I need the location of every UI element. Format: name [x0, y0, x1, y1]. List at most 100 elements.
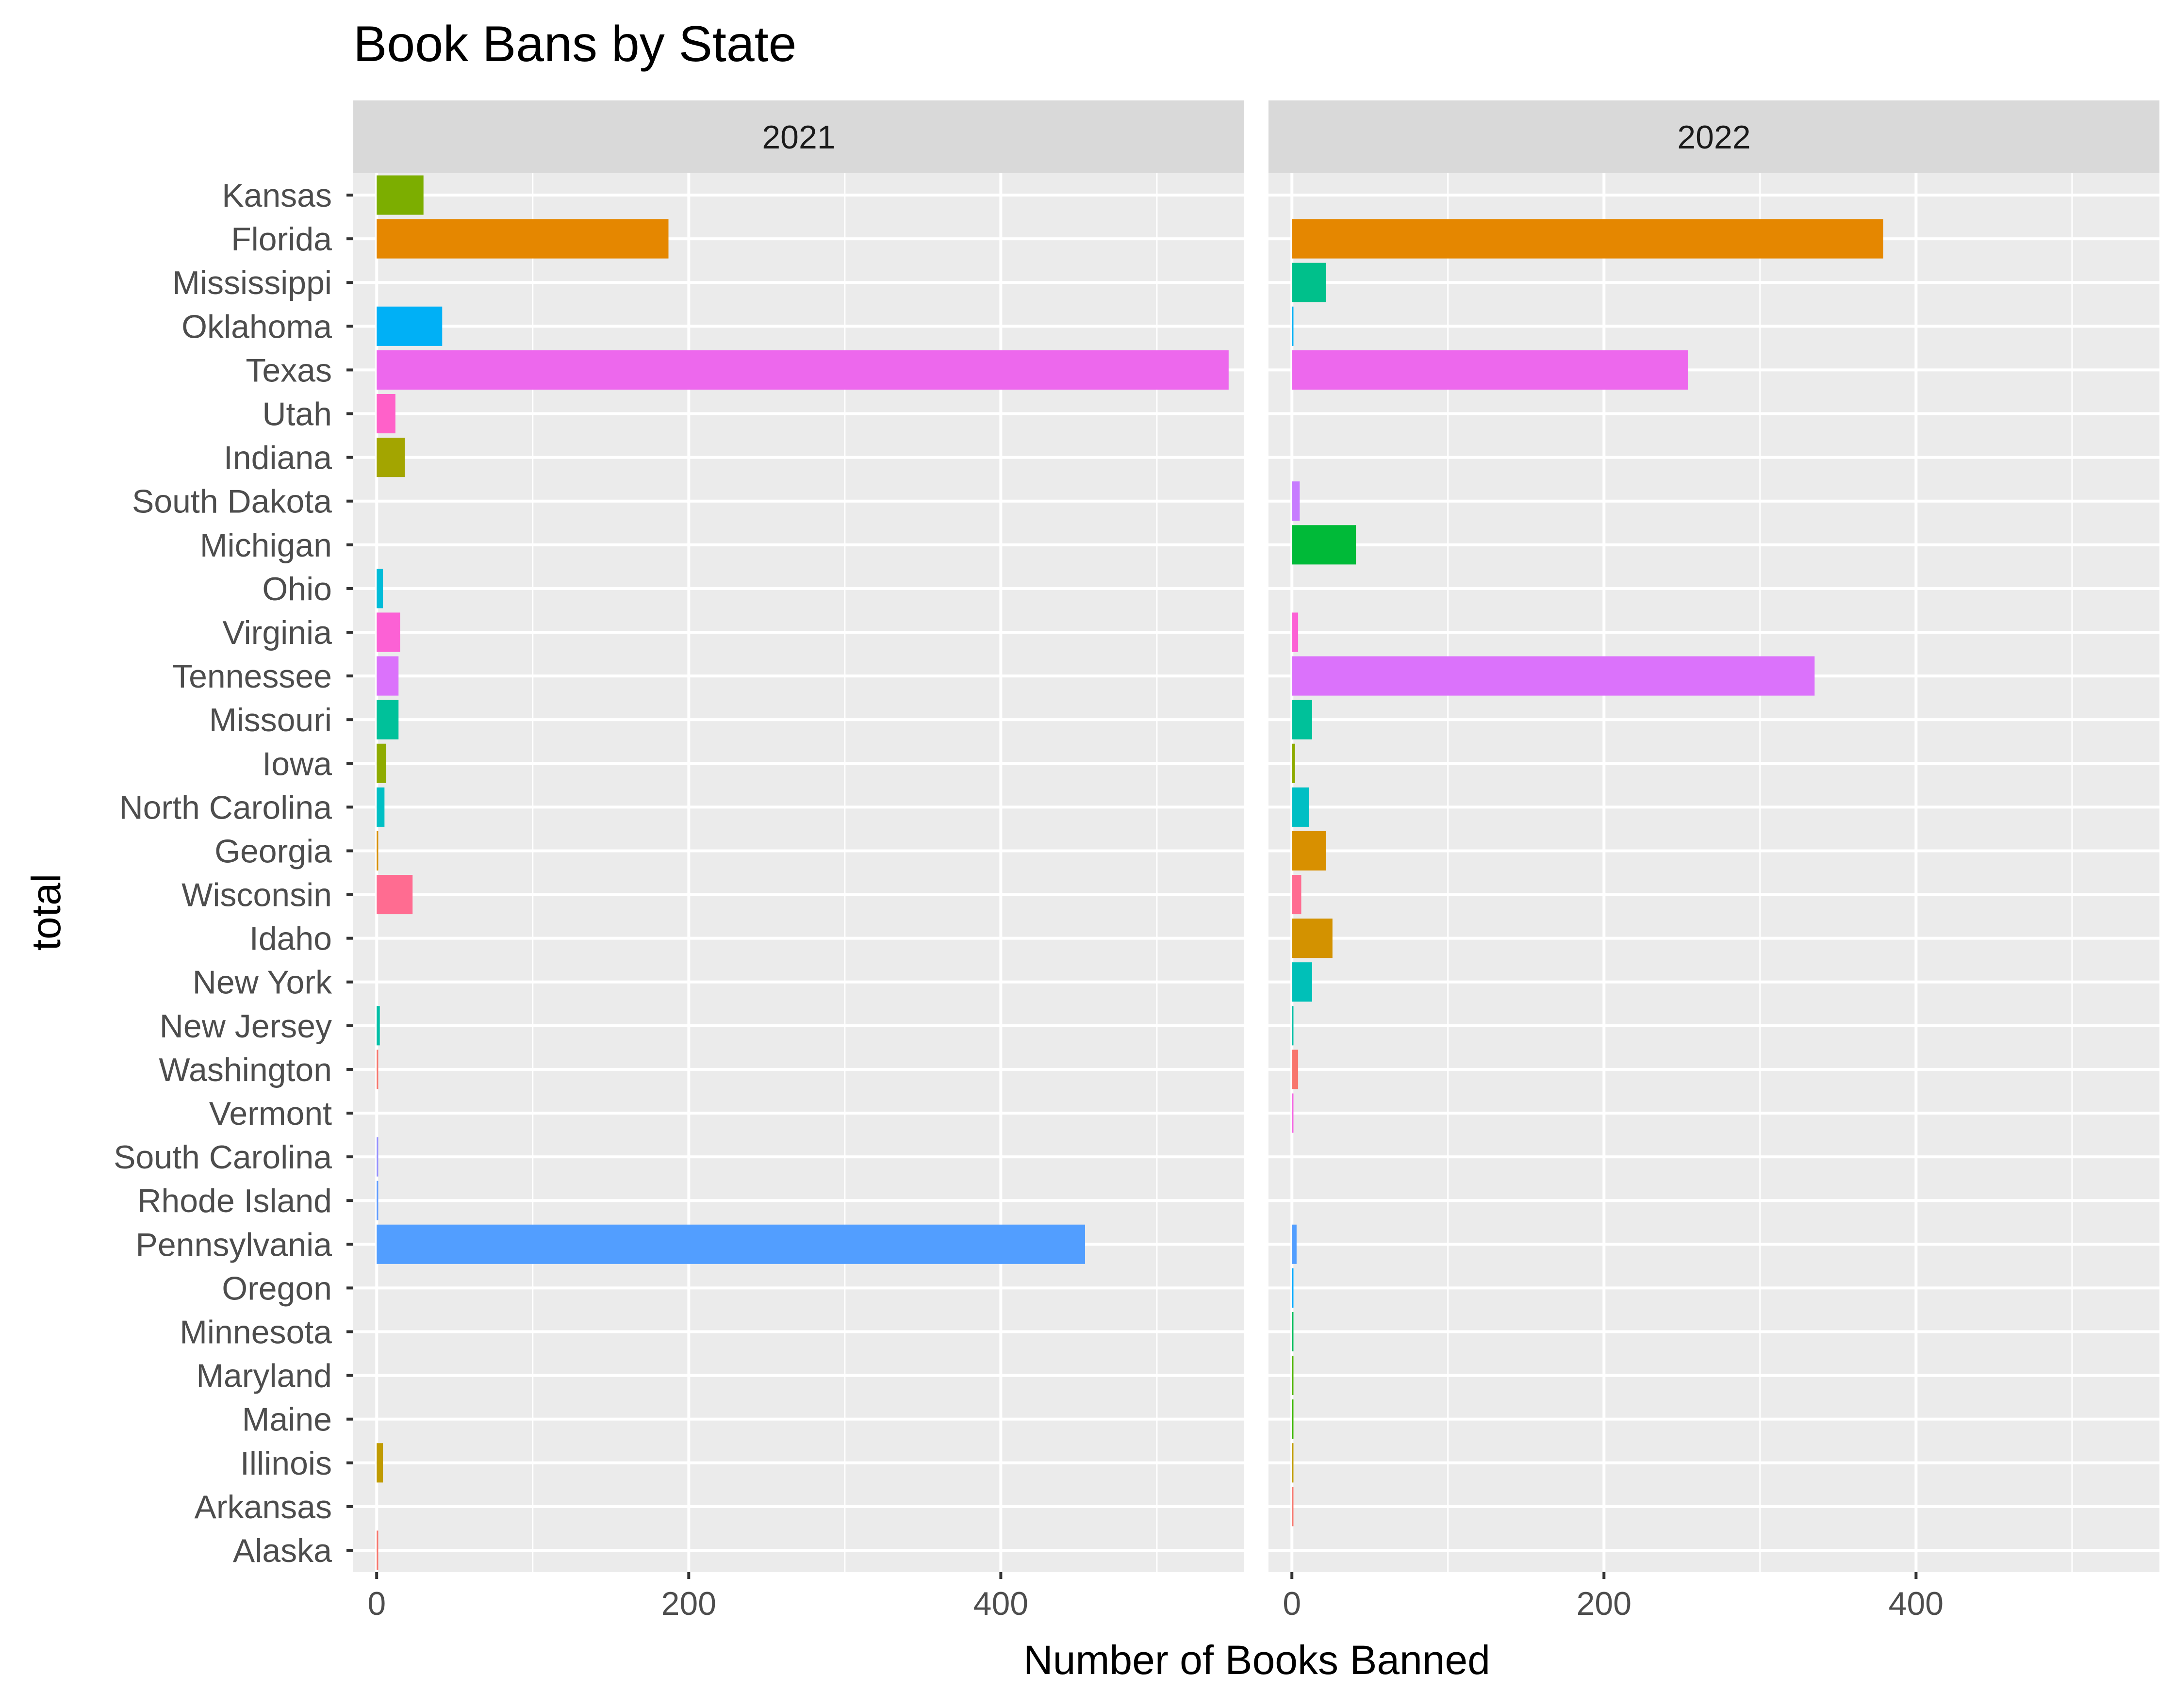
bar-2021-iowa [377, 743, 386, 783]
facet-strip [353, 100, 1244, 173]
bar-2022-oklahoma [1292, 306, 1294, 346]
y-axis-title: total [23, 874, 69, 951]
y-tick-label: Wisconsin [181, 877, 332, 914]
y-tick-label: Rhode Island [137, 1182, 332, 1219]
bar-2022-georgia [1292, 831, 1326, 870]
y-tick-label: Utah [262, 396, 332, 433]
facet-strip-label: 2022 [1677, 119, 1750, 156]
y-tick-label: Vermont [209, 1095, 332, 1132]
facet-strip-label: 2021 [762, 119, 835, 156]
bar-2021-tennessee [377, 656, 399, 696]
bar-2021-oklahoma [377, 306, 443, 346]
x-axes: 0 200 400 0 200 400 [367, 1572, 1943, 1622]
bar-2022-iowa [1292, 743, 1295, 783]
y-tick-label: Michigan [200, 527, 332, 564]
bar-2021-south-carolina [377, 1137, 379, 1177]
bar-2022-tennessee [1292, 656, 1815, 696]
bar-2022-missouri [1292, 700, 1313, 739]
y-tick-label: New York [193, 964, 332, 1001]
bar-2022-vermont [1292, 1093, 1294, 1133]
bar-2022-arkansas [1292, 1487, 1294, 1527]
bar-2021-utah [377, 394, 395, 434]
y-tick-label: Oklahoma [181, 308, 332, 345]
y-tick-label: Alaska [233, 1532, 332, 1569]
panel-2022: 2022 [1268, 100, 2159, 1572]
y-tick-label: New Jersey [160, 1008, 332, 1045]
bar-2021-north-carolina [377, 787, 385, 827]
bar-2021-missouri [377, 700, 399, 739]
x-axis-title: Number of Books Banned [1023, 1637, 1490, 1683]
x-axis-2021: 0 200 400 [367, 1572, 1028, 1622]
y-tick-label: Kansas [222, 177, 332, 214]
bar-2022-new-jersey [1292, 1006, 1294, 1046]
x-tick-label: 200 [1577, 1585, 1631, 1622]
y-tick-label: Maryland [196, 1358, 332, 1395]
y-tick-label: Minnesota [180, 1314, 332, 1350]
bar-2021-florida [377, 219, 669, 259]
y-tick-label: Arkansas [195, 1489, 332, 1526]
bar-2021-pennsylvania [377, 1224, 1086, 1264]
x-tick-label: 0 [367, 1585, 386, 1622]
bar-2022-oregon [1292, 1268, 1294, 1308]
bar-2021-rhode-island [377, 1181, 379, 1220]
x-axis-2022: 0 200 400 [1283, 1572, 1943, 1622]
bar-2021-alaska [377, 1530, 379, 1570]
y-axis: Kansas Florida Mississippi Oklahoma Texas Uta… [114, 177, 353, 1569]
x-tick-label: 400 [973, 1585, 1028, 1622]
y-tick-label: Iowa [262, 745, 332, 782]
y-tick-label: Ohio [262, 571, 332, 608]
bar-2021-virginia [377, 612, 400, 652]
y-tick-label: Mississippi [172, 264, 332, 301]
x-tick-label: 400 [1889, 1585, 1943, 1622]
bar-2022-wisconsin [1292, 875, 1301, 915]
y-tick-label: South Dakota [132, 483, 332, 520]
panel-background [1268, 173, 2159, 1572]
y-tick-label: Washington [159, 1051, 332, 1088]
x-tick-label: 200 [661, 1585, 716, 1622]
bar-2022-idaho [1292, 919, 1333, 958]
y-tick-label: Idaho [249, 920, 332, 957]
bar-2022-maryland [1292, 1356, 1294, 1396]
y-tick-label: Illinois [240, 1445, 332, 1482]
bar-2022-mississippi [1292, 263, 1326, 302]
y-tick-label: Maine [242, 1401, 332, 1438]
bar-2021-wisconsin [377, 875, 413, 915]
bar-2022-texas [1292, 350, 1688, 390]
chart-title: Book Bans by State [353, 16, 796, 72]
y-tick-label: Georgia [214, 833, 332, 870]
bar-2022-illinois [1292, 1443, 1294, 1483]
y-tick-label: South Carolina [114, 1139, 332, 1176]
y-tick-label: Florida [231, 221, 332, 258]
bar-2022-new-york [1292, 962, 1313, 1002]
y-tick-label: North Carolina [119, 789, 332, 826]
bar-2022-virginia [1292, 612, 1299, 652]
bar-2022-pennsylvania [1292, 1224, 1297, 1264]
y-tick-label: Oregon [222, 1270, 332, 1307]
bar-2021-georgia [377, 831, 379, 870]
panel-2021: 2021 [353, 100, 1244, 1572]
y-tick-label: Texas [246, 352, 332, 389]
bar-2022-south-dakota [1292, 481, 1300, 521]
bar-2022-florida [1292, 219, 1883, 259]
y-tick-label: Tennessee [172, 658, 332, 695]
bar-2021-new-jersey [377, 1006, 380, 1046]
bar-2022-minnesota [1292, 1312, 1294, 1352]
y-tick-label: Missouri [209, 702, 332, 739]
facet-strip [1268, 100, 2159, 173]
bar-2022-washington [1292, 1050, 1299, 1089]
bar-2021-indiana [377, 438, 405, 477]
bar-2022-maine [1292, 1399, 1294, 1439]
bar-2021-ohio [377, 569, 383, 608]
facet-panels: 2021 2022 [353, 100, 2159, 1572]
bar-2021-illinois [377, 1443, 383, 1483]
bar-2022-north-carolina [1292, 787, 1309, 827]
bar-2022-michigan [1292, 525, 1356, 565]
panel-background [353, 173, 1244, 1572]
bar-2021-texas [377, 350, 1229, 390]
y-tick-label: Virginia [222, 614, 332, 651]
bar-2021-kansas [377, 175, 424, 215]
y-tick-label: Indiana [224, 440, 332, 476]
bar-2021-washington [377, 1050, 379, 1089]
y-tick-label: Pennsylvania [136, 1226, 332, 1263]
